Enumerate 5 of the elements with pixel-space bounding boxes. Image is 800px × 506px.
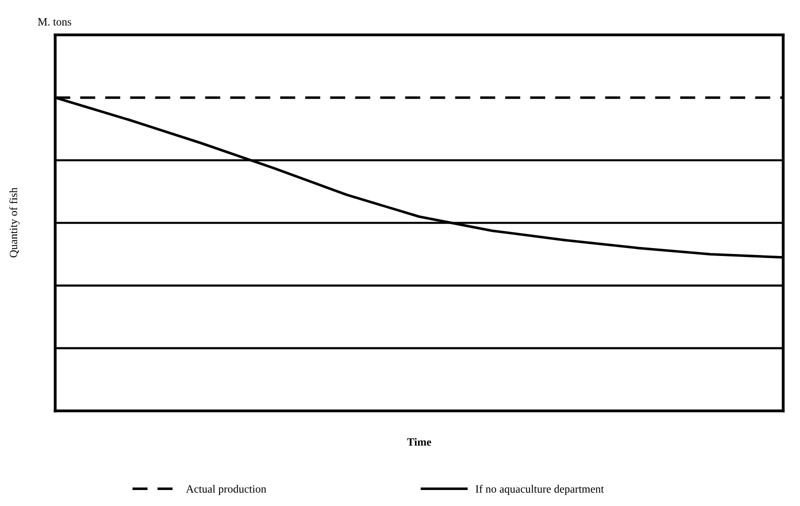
chart-title: M. tons [38,18,72,26]
x-axis-title: Time [407,438,432,446]
y-axis-title: Quantity of fish [9,188,20,258]
legend-label: Actual production [186,484,266,495]
legend-label: If no aquaculture department [476,484,604,495]
